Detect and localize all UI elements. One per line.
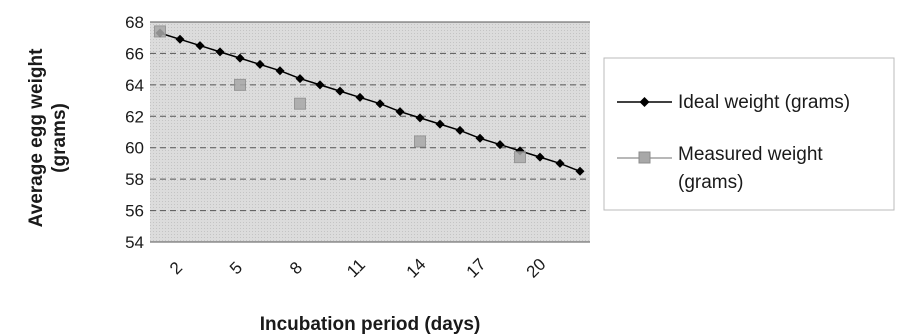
- legend-label-ideal: Ideal weight (grams): [678, 92, 850, 113]
- legend-label-measured-line-2: (grams): [678, 172, 743, 193]
- legend-box: [603, 57, 895, 211]
- y-tick-label: 60: [125, 139, 144, 158]
- measured-point: [234, 78, 246, 91]
- x-axis-ticks: 2 5 8 11 14 17 20: [166, 255, 549, 282]
- ideal-point: [455, 125, 465, 135]
- y-axis-title-line-1: Average egg weight: [26, 48, 47, 227]
- y-tick-label: 56: [125, 202, 144, 221]
- y-tick-label: 64: [125, 76, 144, 95]
- ideal-point: [495, 140, 505, 150]
- ideal-point: [315, 80, 325, 90]
- ideal-point: [415, 113, 425, 123]
- x-axis-title: Incubation period (days): [260, 314, 481, 335]
- ideal-point: [475, 133, 485, 143]
- series-lines: [159, 32, 581, 172]
- measured-point: [514, 151, 526, 164]
- x-tick-label: 11: [343, 255, 369, 281]
- ideal-point: [175, 34, 185, 44]
- ideal-point: [215, 47, 225, 57]
- ideal-point: [255, 59, 265, 69]
- ideal-point: [335, 86, 345, 96]
- ideal-point: [395, 107, 405, 117]
- x-tick-label: 17: [463, 255, 490, 282]
- y-tick-label: 68: [125, 13, 144, 32]
- measured-point: [414, 135, 426, 148]
- measured-point: [294, 97, 306, 110]
- x-tick-label: 2: [166, 258, 186, 278]
- y-axis-title-line-2: (grams): [49, 103, 70, 173]
- ideal-point: [435, 119, 445, 129]
- ideal-point: [375, 99, 385, 109]
- y-tick-label: 62: [125, 107, 144, 126]
- x-tick-label: 5: [226, 258, 246, 278]
- x-tick-label: 20: [523, 255, 550, 282]
- legend: Ideal weight (grams) Measured weight (gr…: [603, 57, 895, 211]
- ideal-point: [235, 53, 245, 63]
- ideal-point: [555, 158, 565, 168]
- x-tick-label: 14: [403, 255, 430, 282]
- x-tick-label: 8: [286, 258, 306, 278]
- legend-label-measured-line-1: Measured weight: [678, 144, 823, 165]
- legend-marker-measured: [638, 151, 651, 164]
- ideal-point: [535, 152, 545, 162]
- y-tick-label: 66: [125, 44, 144, 63]
- y-tick-label: 58: [125, 170, 144, 189]
- ideal-point: [295, 74, 305, 84]
- plot-area: [150, 22, 590, 242]
- ideal-point: [195, 41, 205, 51]
- series-line-ideal: [159, 32, 581, 172]
- legend-marker-ideal: [639, 97, 650, 107]
- y-axis-ticks: 54 56 58 60 62 64 66 68: [125, 13, 144, 252]
- ideal-point: [275, 66, 285, 76]
- ideal-point: [575, 166, 585, 176]
- series-markers: [154, 25, 585, 176]
- y-tick-label: 54: [125, 233, 144, 252]
- measured-point: [154, 25, 166, 38]
- ideal-point: [355, 92, 365, 102]
